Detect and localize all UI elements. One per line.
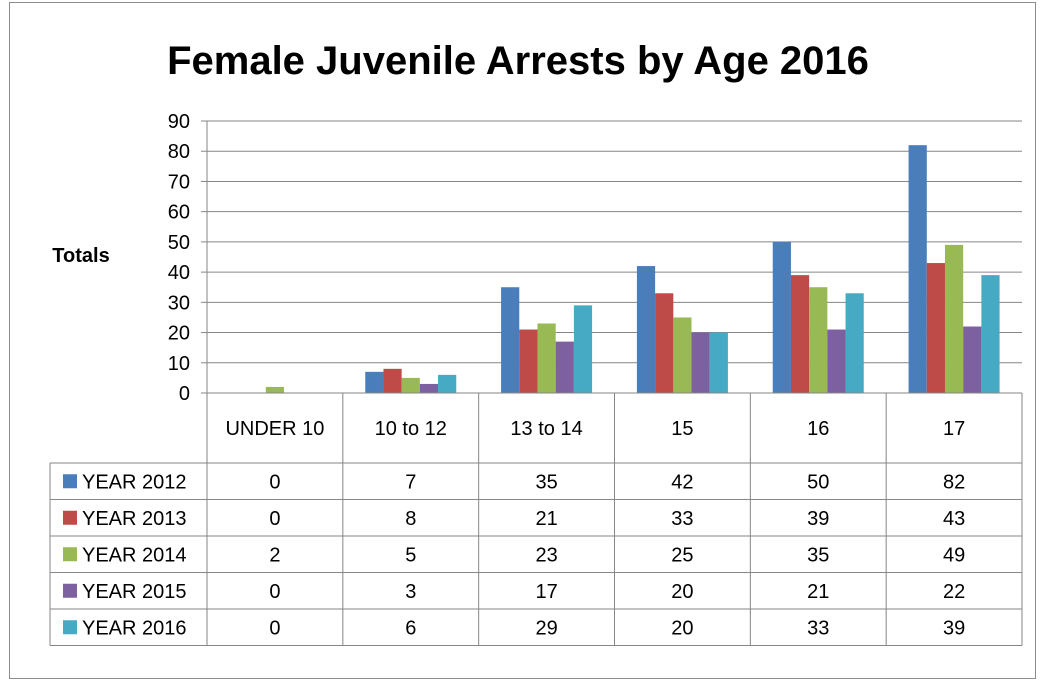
bar [555, 341, 574, 393]
legend-label: YEAR 2013 [82, 508, 187, 530]
data-label: 39 [943, 617, 965, 639]
bar [655, 293, 674, 393]
data-label: 25 [671, 544, 693, 566]
x-tick-label: 17 [943, 418, 965, 440]
chart-title: Female Juvenile Arrests by Age 2016 [167, 39, 869, 83]
data-label: 20 [671, 617, 693, 639]
legend-swatch [63, 547, 77, 562]
x-tick-label: UNDER 10 [225, 418, 324, 440]
bar [963, 326, 982, 393]
data-label: 23 [535, 544, 557, 566]
data-label: 33 [807, 617, 829, 639]
y-tick-label: 80 [168, 141, 190, 163]
data-label: 0 [269, 508, 280, 530]
legend-label: YEAR 2015 [82, 581, 187, 603]
bar [709, 332, 728, 393]
legend-swatch [63, 620, 77, 635]
data-label: 33 [671, 508, 693, 530]
bar [673, 317, 692, 393]
data-label: 49 [943, 544, 965, 566]
y-tick-label: 40 [168, 262, 190, 284]
data-label: 8 [405, 508, 416, 530]
data-label: 0 [269, 617, 280, 639]
legend-label: YEAR 2014 [82, 544, 187, 566]
x-tick-label: 10 to 12 [375, 418, 447, 440]
y-tick-label: 70 [168, 171, 190, 193]
data-label: 5 [405, 544, 416, 566]
legend-swatch [63, 474, 77, 489]
data-label: 20 [671, 581, 693, 603]
data-label: 0 [269, 471, 280, 493]
bar [908, 145, 927, 393]
legend-label: YEAR 2016 [82, 617, 187, 639]
y-tick-label: 0 [179, 383, 190, 405]
bar [636, 266, 656, 393]
bar [981, 275, 1000, 393]
data-label: 6 [405, 617, 416, 639]
x-tick-label: 15 [671, 418, 693, 440]
bar [827, 329, 846, 393]
bar [573, 305, 593, 393]
bar [772, 241, 791, 393]
bar [419, 383, 439, 393]
y-tick-label: 20 [168, 323, 190, 345]
data-label: 0 [269, 581, 280, 603]
data-label: 42 [671, 471, 693, 493]
data-label: 39 [807, 508, 829, 530]
bar [265, 386, 285, 393]
bar [365, 371, 384, 393]
bar [790, 275, 810, 393]
legend-label: YEAR 2012 [82, 471, 187, 493]
bar [501, 287, 520, 393]
bar [926, 263, 945, 393]
data-table: UNDER 10 10 to 12 13 to 14 15 16 17 YEAR 2012 0… [49, 392, 1023, 646]
data-label: 22 [943, 581, 965, 603]
y-tick-label: 60 [168, 202, 190, 224]
data-label: 2 [269, 544, 280, 566]
y-axis-label: Totals [52, 245, 109, 267]
bar [691, 332, 710, 393]
bar [944, 244, 964, 393]
x-tick-label: 13 to 14 [510, 418, 582, 440]
bar [809, 287, 828, 393]
y-tick-label: 30 [168, 292, 190, 314]
data-label: 3 [405, 581, 416, 603]
data-label: 21 [807, 581, 829, 603]
bar [537, 323, 556, 393]
y-tick-label: 50 [168, 232, 190, 254]
data-label: 29 [535, 617, 557, 639]
legend-swatch [63, 510, 77, 525]
data-label: 35 [807, 544, 829, 566]
y-tick-label: 10 [168, 353, 190, 375]
data-label: 82 [943, 471, 965, 493]
data-label: 7 [405, 471, 416, 493]
y-tick-label: 90 [168, 111, 190, 133]
legend-swatch [63, 583, 77, 598]
bar [401, 377, 420, 393]
data-label: 17 [535, 581, 557, 603]
data-label: 21 [535, 508, 557, 530]
data-label: 50 [807, 471, 829, 493]
data-label: 43 [943, 508, 965, 530]
bar [383, 368, 402, 393]
bar [519, 329, 538, 393]
bar [438, 374, 457, 393]
data-label: 35 [535, 471, 557, 493]
x-tick-label: 16 [807, 418, 829, 440]
bar [845, 293, 864, 393]
